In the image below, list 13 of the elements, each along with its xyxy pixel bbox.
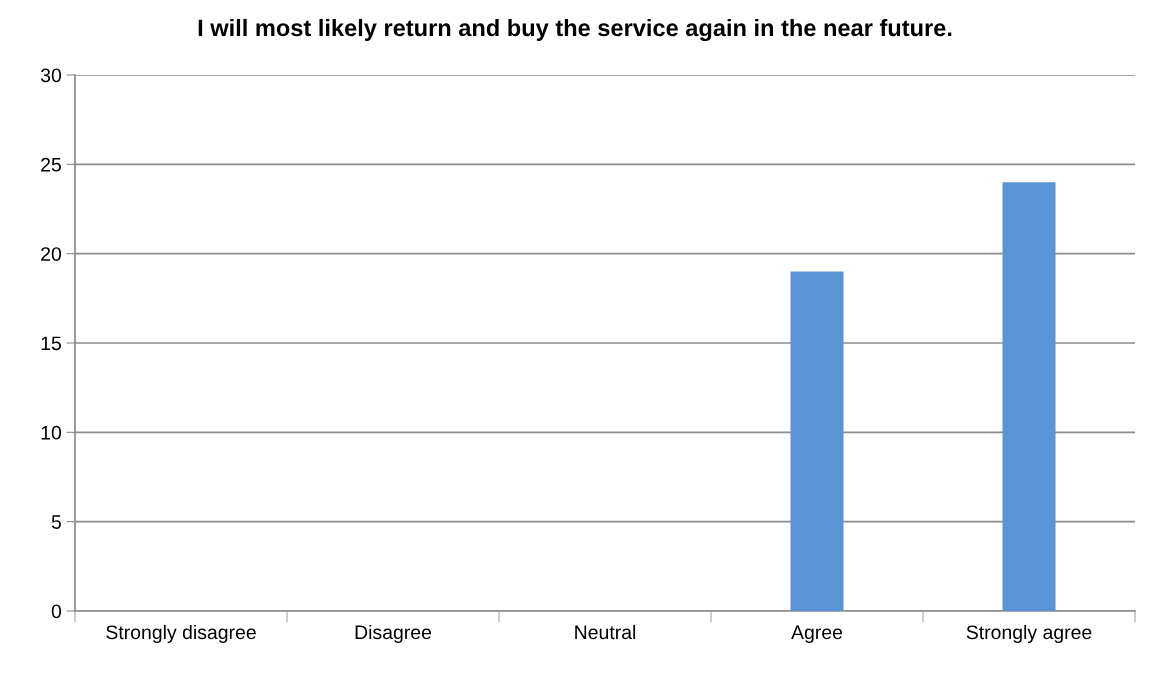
chart-title: I will most likely return and buy the service again in the near future. bbox=[198, 18, 952, 42]
y-tick-label: 5 bbox=[51, 515, 61, 529]
y-tick-label: 15 bbox=[41, 336, 61, 351]
y-tick-label: 30 bbox=[40, 68, 62, 83]
y-tick-label: 0 bbox=[51, 604, 62, 619]
x-tick-label: Agree bbox=[791, 625, 843, 644]
x-tick-label: Neutral bbox=[575, 624, 636, 640]
x-tick-label: Strongly agree bbox=[966, 624, 1092, 644]
y-tick-label: 25 bbox=[41, 157, 61, 172]
y-tick-label: 20 bbox=[41, 247, 62, 261]
x-tick-label: Disagree bbox=[355, 624, 432, 644]
x-tick-label: Strongly disagree bbox=[106, 624, 256, 644]
y-tick-label: 10 bbox=[41, 425, 62, 440]
